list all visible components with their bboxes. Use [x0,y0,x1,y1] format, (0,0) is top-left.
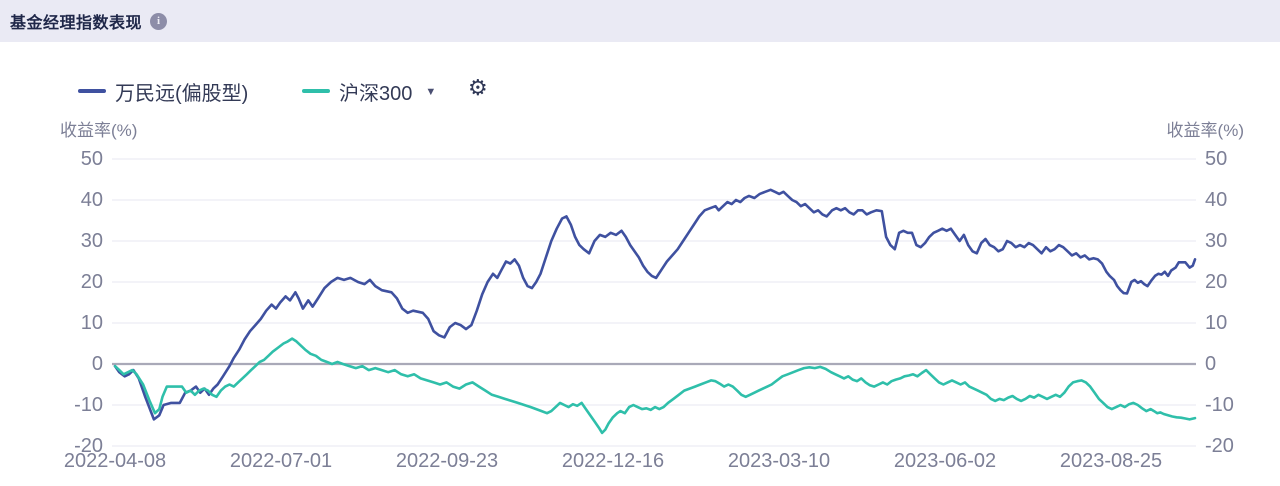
x-axis-tick-label: 2022-09-23 [395,450,499,472]
series1-label: 万民远(偏股型) [115,82,249,105]
legend-item-wanminyuan[interactable]: 万民远(偏股型) [78,78,249,105]
series-line-wanminyuan [113,188,1197,421]
y-axis-tick-label: 50 [1205,148,1228,170]
x-axis-tick-label: 2023-08-25 [1059,450,1163,472]
y-axis-tick-label: 10 [1205,312,1228,334]
y-axis-tick-label: 0 [1205,353,1217,375]
y-axis-tick-label: 20 [1205,271,1228,293]
y-axis-tick-label: -20 [1205,435,1234,457]
y-axis-tick-label: 0 [91,353,103,375]
y-axis-tick-label: 50 [80,148,103,170]
page-title: 基金经理指数表现 [10,15,143,32]
x-axis-tick-label: 2023-06-02 [893,450,997,472]
y-axis-tick-label: -20 [74,435,103,457]
y-axis-tick-label: 20 [80,271,103,293]
gear-icon[interactable]: ⚙ [468,76,488,101]
y-axis-tick-label: -10 [74,394,103,416]
legend-item-hs300-dropdown[interactable]: 沪深300 ▼ [302,78,437,105]
series-line-hs300 [113,337,1197,435]
y-axis-title-right: 收益率(%) [1166,121,1244,140]
x-axis-tick-label: 2023-03-10 [727,450,831,472]
series2-line-swatch [302,89,330,93]
info-icon[interactable]: i [150,12,168,30]
series1-line-swatch [78,89,106,93]
x-axis-tick-label: 2022-12-16 [561,450,665,472]
y-axis-tick-label: 40 [1205,189,1228,211]
y-axis-tick-label: 30 [1205,230,1228,252]
y-axis-tick-label: 30 [80,230,103,252]
x-axis-tick-label: 2022-04-08 [63,450,167,472]
y-axis-tick-label: 40 [80,189,103,211]
y-axis-tick-label: -10 [1205,394,1234,416]
y-axis-tick-label: 10 [80,312,103,334]
panel-header: 基金经理指数表现 i [0,0,1280,42]
chevron-down-icon: ▼ [425,86,437,98]
x-axis-tick-label: 2022-07-01 [229,450,333,472]
y-axis-title-left: 收益率(%) [60,121,138,140]
series2-label: 沪深300 [339,82,413,105]
